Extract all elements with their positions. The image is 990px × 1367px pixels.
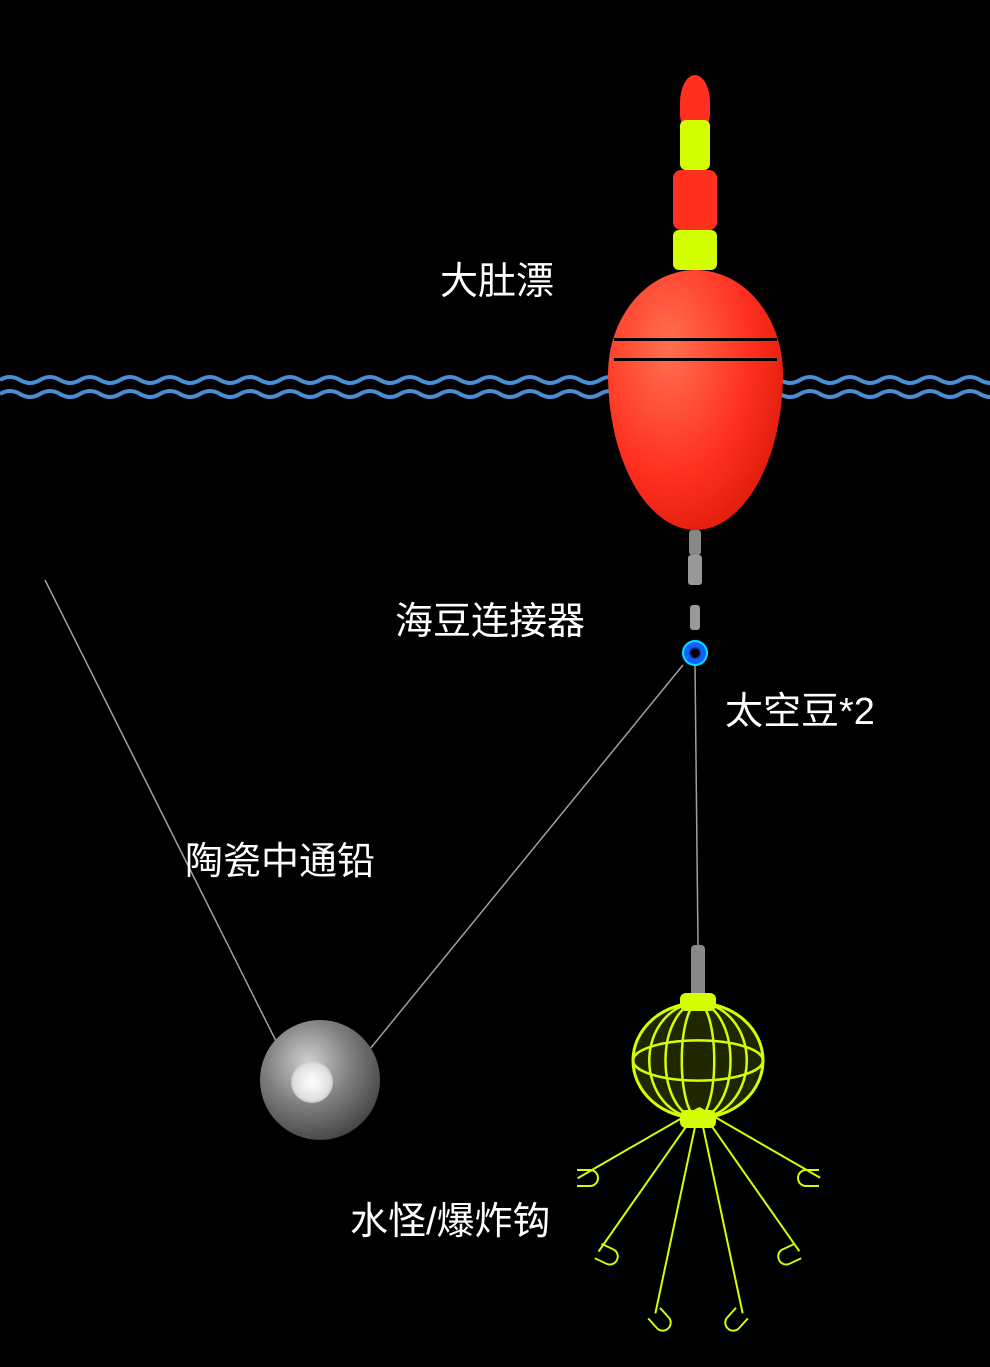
hook-icon <box>775 1243 803 1269</box>
hook-line <box>698 1107 820 1178</box>
hook-icon <box>720 1307 748 1335</box>
label-float: 大肚漂 <box>440 250 554 305</box>
hook-icon <box>594 1243 622 1269</box>
sinker-hole <box>291 1061 333 1103</box>
float-tip-yellow <box>680 120 710 170</box>
float-body <box>608 270 783 530</box>
float-stem-red <box>673 170 717 230</box>
space-bead <box>682 640 708 666</box>
swivel-mid <box>690 605 700 630</box>
label-connector: 海豆连接器 <box>395 590 585 645</box>
hook-icon <box>797 1169 819 1187</box>
cage-swivel <box>691 945 705 1000</box>
label-ceramic-sinker: 陶瓷中通铅 <box>185 830 375 885</box>
hook-line <box>577 1107 699 1178</box>
swivel-top <box>688 555 702 585</box>
float-stripe <box>614 338 777 341</box>
float-stem-yellow <box>673 230 717 270</box>
float-stripe <box>614 358 777 361</box>
float-tail <box>689 530 701 555</box>
label-space-bean: 太空豆*2 <box>725 680 875 735</box>
label-cage-hook: 水怪/爆炸钩 <box>350 1190 551 1245</box>
hook-icon <box>648 1307 676 1335</box>
